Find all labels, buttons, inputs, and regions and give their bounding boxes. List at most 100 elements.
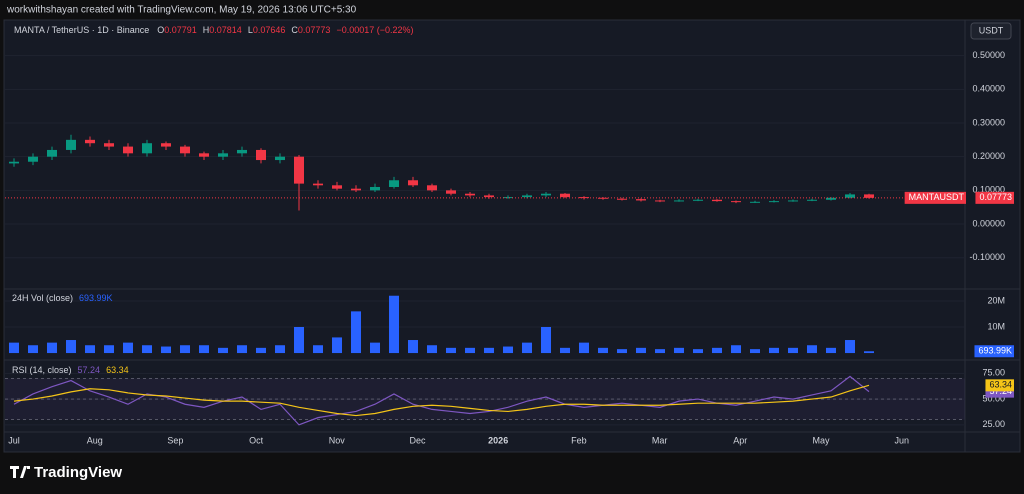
volume-bar bbox=[541, 326, 551, 354]
legend-key: C bbox=[291, 25, 298, 35]
volume-bar bbox=[104, 345, 114, 354]
candle-body bbox=[389, 180, 399, 187]
volume-bar bbox=[598, 347, 608, 354]
y-tick-label: 0.20000 bbox=[972, 151, 1005, 161]
candle-body bbox=[617, 198, 627, 200]
y-tick-label: 10M bbox=[987, 321, 1005, 331]
volume-bar bbox=[47, 342, 57, 354]
volume-bar bbox=[370, 342, 380, 354]
candle-body bbox=[446, 190, 456, 194]
volume-bar bbox=[712, 347, 722, 354]
candle-body bbox=[712, 199, 722, 202]
candle-body bbox=[9, 161, 19, 164]
candle-body bbox=[522, 195, 532, 198]
legend-value: 57.24 bbox=[78, 365, 101, 375]
brand: TradingView bbox=[34, 464, 122, 481]
currency-button[interactable] bbox=[970, 22, 1012, 40]
candle-body bbox=[845, 194, 855, 198]
candle-body bbox=[465, 193, 475, 196]
candle-body bbox=[104, 143, 114, 147]
legend-value: 0.07791 bbox=[164, 25, 197, 35]
x-tick-label: Nov bbox=[329, 435, 346, 445]
x-tick-label: Oct bbox=[249, 435, 264, 445]
volume-bar bbox=[294, 326, 304, 354]
volume-bar bbox=[218, 347, 228, 354]
candle-body bbox=[408, 180, 418, 186]
volume-bar bbox=[161, 346, 171, 354]
x-tick-label: Jul bbox=[8, 435, 20, 445]
candle-body bbox=[427, 185, 437, 191]
volume-bar bbox=[180, 345, 190, 354]
axis-badge bbox=[974, 345, 1014, 358]
x-tick-label: Mar bbox=[652, 435, 668, 445]
volume-bar bbox=[313, 345, 323, 354]
candle-body bbox=[541, 193, 551, 196]
candle-body bbox=[294, 156, 304, 184]
candle-body bbox=[66, 139, 76, 150]
candle-body bbox=[256, 149, 266, 161]
volume-bar bbox=[446, 347, 456, 354]
logo: TradingView bbox=[10, 464, 122, 481]
attribution: workwithshayan created with TradingView.… bbox=[6, 5, 357, 16]
x-tick-label: 2026 bbox=[488, 435, 508, 445]
volume-bar bbox=[237, 345, 247, 354]
y-tick-label: 0.10000 bbox=[972, 185, 1005, 195]
volume-bar bbox=[788, 347, 798, 354]
rsi-band-fill bbox=[5, 378, 965, 420]
volume-bar bbox=[28, 345, 38, 354]
x-tick-label: May bbox=[812, 435, 830, 445]
candle-body bbox=[693, 199, 703, 201]
candle-body bbox=[28, 156, 38, 162]
legend-key: H bbox=[203, 25, 210, 35]
currency-label[interactable]: USDT bbox=[979, 25, 1004, 35]
candle-body bbox=[199, 153, 209, 157]
volume-bar bbox=[579, 342, 589, 354]
volume-bar bbox=[484, 347, 494, 354]
legend: MANTA / TetherUS · 1D · Binance O0.07791 H… bbox=[14, 25, 414, 35]
volume-bar bbox=[9, 342, 19, 354]
volume-bar bbox=[389, 295, 399, 354]
candle-body bbox=[275, 156, 285, 161]
y-tick-label: -0.10000 bbox=[969, 252, 1005, 262]
candle-body bbox=[123, 146, 133, 154]
volume-bar bbox=[864, 351, 874, 354]
volume-bar bbox=[123, 342, 133, 354]
volume-bar bbox=[522, 342, 532, 354]
y-tick-label: 0.50000 bbox=[972, 50, 1005, 60]
volume-bar bbox=[275, 345, 285, 354]
volume-bar bbox=[750, 349, 760, 354]
candle-body bbox=[674, 200, 684, 202]
candle-body bbox=[807, 199, 817, 201]
y-tick-label: 0.00000 bbox=[972, 218, 1005, 228]
legend-value: 0.07814 bbox=[209, 25, 242, 35]
volume-bar bbox=[807, 345, 817, 354]
candle-body bbox=[655, 200, 665, 202]
symbol-badge-label: MANTAUSDT bbox=[909, 192, 965, 202]
volume-bar bbox=[769, 347, 779, 354]
y-tick-label: 0.30000 bbox=[972, 117, 1005, 127]
volume-bar bbox=[636, 347, 646, 354]
candle-body bbox=[237, 149, 247, 154]
x-tick-label: Jun bbox=[894, 435, 909, 445]
volume-bar bbox=[693, 349, 703, 354]
legend: 24H Vol (close) 693.99K bbox=[12, 293, 113, 303]
candle-body bbox=[85, 139, 95, 144]
volume-bar bbox=[560, 347, 570, 354]
x-tick-label: Feb bbox=[571, 435, 587, 445]
volume-bar bbox=[465, 347, 475, 354]
x-tick-label: Apr bbox=[733, 435, 747, 445]
candle-body bbox=[332, 185, 342, 189]
rsi-line bbox=[13, 384, 870, 417]
candle-body bbox=[636, 199, 646, 201]
symbol-badge bbox=[904, 191, 966, 204]
legend-title: RSI (14, close) bbox=[12, 365, 72, 375]
legend-title: 24H Vol (close) bbox=[12, 293, 73, 303]
candle-body bbox=[161, 143, 171, 147]
x-tick-label: Dec bbox=[409, 435, 426, 445]
volume-bar bbox=[731, 345, 741, 354]
volume-bar bbox=[826, 347, 836, 354]
candle-body bbox=[484, 195, 494, 198]
volume-bar bbox=[655, 349, 665, 354]
